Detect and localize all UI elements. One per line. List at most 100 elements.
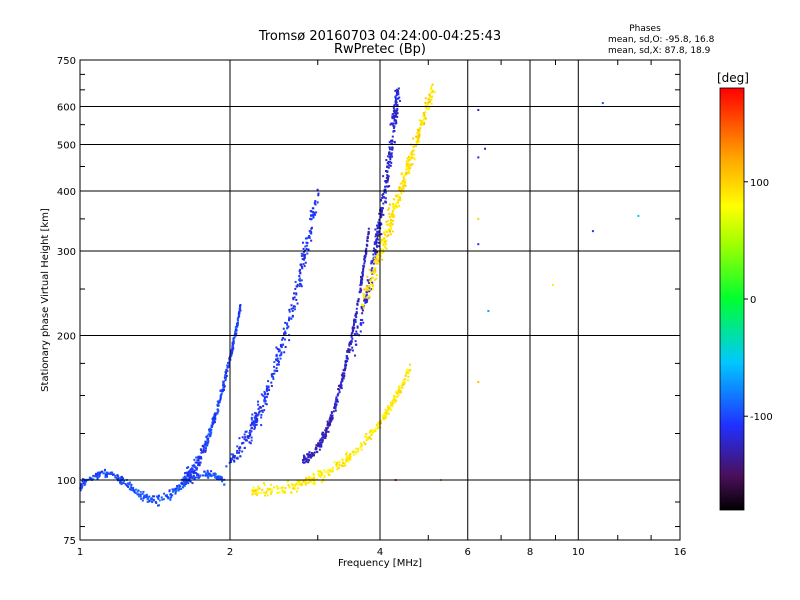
data-point (298, 277, 301, 280)
data-point (338, 388, 341, 391)
data-point (270, 483, 273, 486)
data-point (368, 280, 371, 283)
data-point (183, 475, 186, 478)
data-point (321, 438, 324, 441)
data-point (388, 152, 391, 155)
data-point (225, 374, 228, 377)
data-point (238, 315, 241, 318)
data-point (236, 324, 239, 327)
data-point (370, 433, 373, 436)
data-point (300, 285, 303, 288)
data-point (355, 330, 358, 333)
data-point (106, 475, 109, 478)
stats-line-o: mean, sd,O: -95.8, 16.8 (608, 35, 715, 45)
data-point (280, 345, 283, 348)
data-point (239, 307, 242, 310)
data-point (251, 413, 254, 416)
data-points (79, 83, 640, 507)
data-point (391, 117, 394, 120)
data-point (300, 484, 303, 487)
data-point (362, 296, 365, 299)
data-point (388, 229, 391, 232)
data-point (232, 342, 235, 345)
data-point (206, 474, 209, 477)
data-point (373, 243, 376, 246)
data-point (362, 321, 365, 324)
data-point (275, 367, 278, 370)
data-point (370, 271, 373, 274)
data-point (306, 458, 309, 461)
data-point (239, 305, 242, 308)
data-point (301, 258, 304, 261)
y-tick-label: 75 (63, 536, 76, 547)
data-point (397, 91, 400, 94)
data-point (172, 489, 175, 492)
data-point (403, 382, 406, 385)
data-point (398, 188, 401, 191)
data-point (362, 265, 365, 268)
data-point (408, 157, 411, 160)
data-point (236, 451, 239, 454)
data-point (278, 349, 281, 352)
data-point (271, 373, 274, 376)
data-point (405, 165, 408, 168)
data-point (256, 417, 259, 420)
data-point (391, 405, 394, 408)
data-point (160, 496, 163, 499)
data-point (384, 243, 387, 246)
data-point (204, 449, 207, 452)
data-point (356, 303, 359, 306)
data-point (163, 492, 166, 495)
data-point (296, 487, 299, 490)
data-point (114, 474, 117, 477)
data-point (354, 450, 357, 453)
data-point (90, 477, 93, 480)
data-point (189, 468, 192, 471)
data-point (278, 348, 281, 351)
data-point (248, 441, 251, 444)
data-point (249, 442, 252, 445)
data-point (378, 258, 381, 261)
data-point (171, 490, 174, 493)
data-point (334, 409, 337, 412)
data-point (307, 477, 310, 480)
data-point (349, 342, 352, 345)
data-point (379, 199, 382, 202)
data-point (397, 196, 400, 199)
data-point (262, 394, 265, 397)
data-point (342, 377, 345, 380)
data-point (196, 459, 199, 462)
data-point (154, 500, 157, 503)
data-point (353, 333, 356, 336)
data-point (238, 308, 241, 311)
data-point (97, 474, 100, 477)
data-point (386, 185, 389, 188)
data-point (601, 102, 604, 105)
data-point (128, 481, 131, 484)
data-point (260, 406, 263, 409)
data-point (95, 472, 98, 475)
colorbar-label: [deg] (717, 71, 749, 85)
data-point (288, 339, 291, 342)
data-point (231, 345, 234, 348)
data-point (393, 215, 396, 218)
data-point (382, 175, 385, 178)
data-point (316, 188, 319, 191)
data-point (272, 377, 275, 380)
data-point (202, 447, 205, 450)
data-point (392, 117, 395, 120)
data-point (202, 449, 205, 452)
data-point (114, 476, 117, 479)
data-point (299, 279, 302, 282)
data-point (118, 477, 121, 480)
data-point (216, 403, 219, 406)
data-point (413, 158, 416, 161)
data-point (370, 437, 373, 440)
data-point (395, 111, 398, 114)
data-point (210, 470, 213, 473)
data-point (378, 236, 381, 239)
data-point (265, 387, 268, 390)
data-point (256, 488, 259, 491)
data-point (231, 453, 234, 456)
data-point (365, 251, 368, 254)
